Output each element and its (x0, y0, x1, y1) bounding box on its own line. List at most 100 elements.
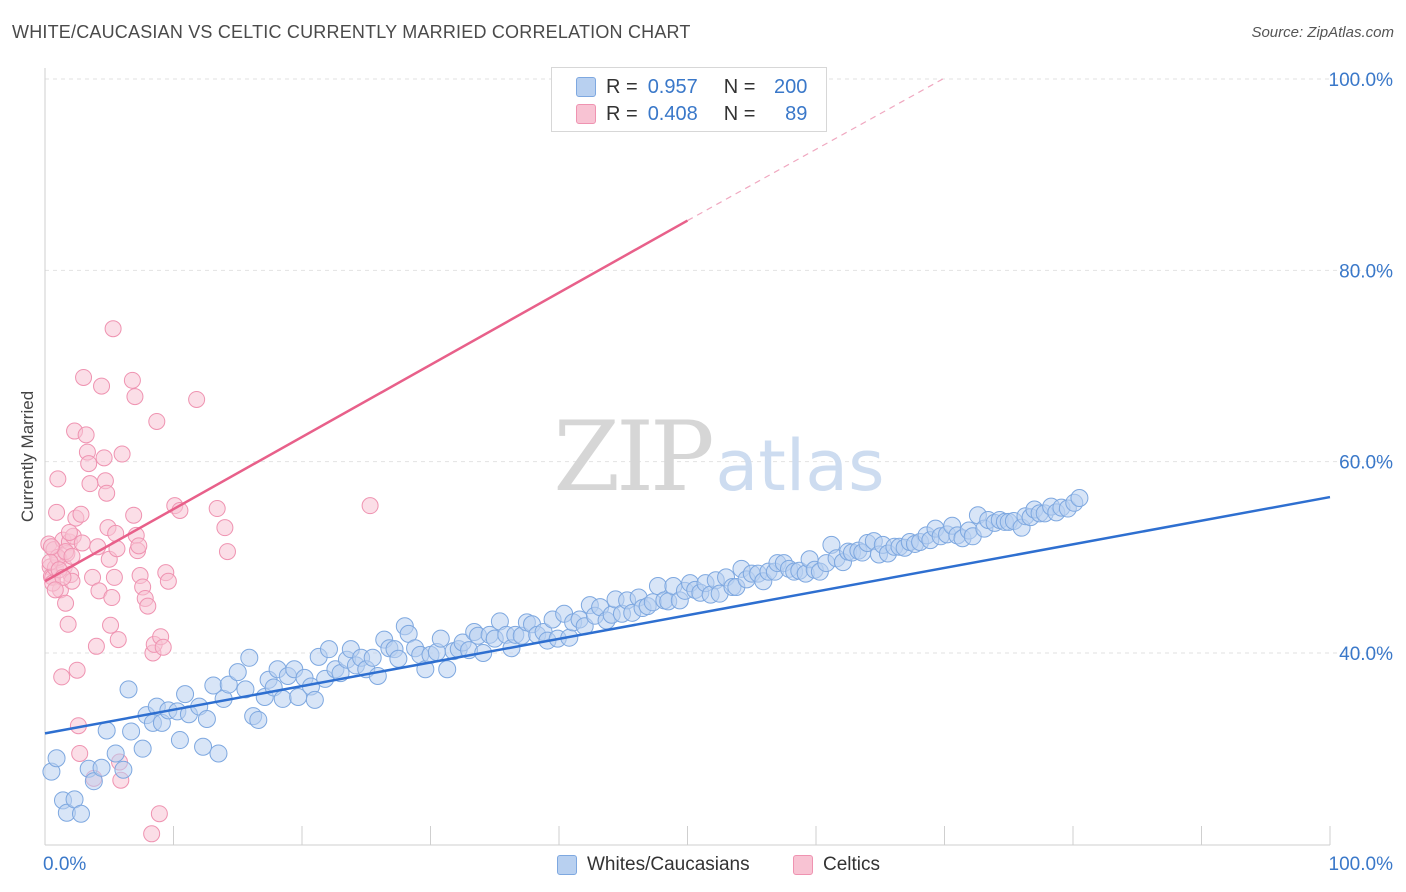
celtics-point (208, 500, 226, 518)
whites-point (236, 680, 255, 699)
y-tick-label: 40.0% (1339, 644, 1393, 665)
legend-n-value: 89 (785, 102, 808, 125)
whites-trend-line (44, 495, 1331, 735)
celtics-point (109, 631, 127, 649)
y-tick-label: 80.0% (1339, 261, 1393, 282)
legend-n-label: N = (723, 75, 756, 98)
celtics-point (60, 523, 78, 541)
y-tick-label: 100.0% (1329, 70, 1394, 91)
chart-title: WHITE/CAUCASIAN VS CELTIC CURRENTLY MARR… (12, 22, 691, 42)
legend-r-value: 0.957 (647, 75, 698, 98)
celtics-point (46, 581, 64, 599)
series-whites-points (42, 489, 1089, 823)
celtics-point (57, 594, 75, 612)
celtics-point (81, 475, 99, 493)
whites-point (209, 744, 228, 763)
x-tick-label: 100.0% (1329, 854, 1394, 875)
whites-point (84, 772, 103, 791)
whites-point (197, 710, 216, 729)
celtics-point (154, 638, 172, 656)
bottom-legend-label-celtics: Celtics (823, 854, 881, 875)
whites-point (97, 721, 116, 740)
celtics-point (218, 543, 236, 561)
whites-point (47, 749, 66, 768)
bottom-legend-swatch-whites (557, 855, 577, 875)
watermark: ZIP atlas (553, 401, 884, 513)
whites-point (363, 648, 382, 667)
tick-labels: 40.0% 60.0% 80.0% 100.0% 0.0% 100.0% Currently… (18, 70, 1393, 875)
celtics-point (103, 589, 121, 607)
celtics-point (150, 805, 168, 823)
legend-row-celtics: R = 0.408 N = 89 (576, 101, 807, 127)
whites-point (106, 744, 125, 763)
celtics-point (59, 615, 77, 633)
legend-row-whites: R = 0.957 N = 200 (576, 74, 807, 100)
celtics-point (49, 470, 67, 488)
celtics-point (95, 449, 113, 467)
whites-point (431, 629, 450, 648)
celtics-point (80, 455, 98, 473)
y-axis-title: Currently Married (18, 391, 37, 522)
celtics-point (159, 572, 177, 590)
watermark-zip: ZIP (553, 401, 712, 513)
legend-n-label: N = (723, 102, 756, 125)
celtics-point (105, 568, 123, 586)
celtics-point (125, 506, 143, 524)
whites-point (389, 649, 408, 668)
celtics-point (143, 825, 161, 843)
legend-r-label: R = (606, 75, 638, 98)
celtics-point (113, 445, 131, 463)
whites-point (71, 804, 90, 823)
whites-point (273, 689, 292, 708)
celtics-trend-line (44, 219, 689, 583)
whites-point (249, 710, 268, 729)
whites-point (240, 648, 259, 667)
legend-r-value: 0.408 (647, 102, 698, 125)
whites-point (114, 760, 133, 779)
celtics-point (71, 744, 89, 762)
celtics-point (87, 637, 105, 655)
whites-point (438, 660, 457, 679)
whites-point (119, 680, 138, 699)
celtics-point (93, 377, 111, 395)
bottom-legend-whites: Whites/Caucasians (557, 852, 750, 878)
celtics-point (68, 661, 86, 679)
whites-point (194, 737, 213, 756)
legend-swatch-whites (576, 77, 596, 97)
celtics-point (130, 537, 148, 555)
source-note: Source: ZipAtlas.com (1251, 24, 1394, 41)
whites-point (305, 690, 324, 709)
celtics-point (48, 503, 66, 521)
whites-point (133, 739, 152, 758)
axes (44, 68, 1331, 846)
celtics-point (188, 390, 206, 408)
bottom-legend-celtics: Celtics (793, 852, 880, 878)
whites-point (1070, 489, 1089, 508)
celtics-point (126, 388, 144, 406)
celtics-point (42, 538, 60, 556)
celtics-point (53, 668, 71, 686)
celtics-trend-extension (687, 77, 945, 222)
trend-lines (44, 77, 1331, 735)
celtics-point (72, 505, 90, 523)
celtics-point (123, 371, 141, 389)
celtics-point (77, 426, 95, 444)
y-tick-label: 60.0% (1339, 453, 1393, 474)
celtics-point (148, 412, 166, 430)
celtics-point (104, 320, 122, 338)
x-tick-label: 0.0% (43, 854, 86, 875)
whites-point (219, 675, 238, 694)
celtics-point (73, 534, 91, 552)
whites-point (92, 758, 111, 777)
whites-point (170, 731, 189, 750)
celtics-point (361, 497, 379, 515)
legend-box: R = 0.957 N = 200 R = 0.408 N = 89 (551, 67, 827, 132)
celtics-point (139, 597, 157, 615)
grid-lines (45, 78, 1392, 654)
celtics-point (75, 368, 93, 386)
legend-n-value: 200 (774, 75, 808, 98)
celtics-point (216, 519, 234, 537)
whites-point (228, 663, 247, 682)
whites-point (122, 722, 141, 741)
